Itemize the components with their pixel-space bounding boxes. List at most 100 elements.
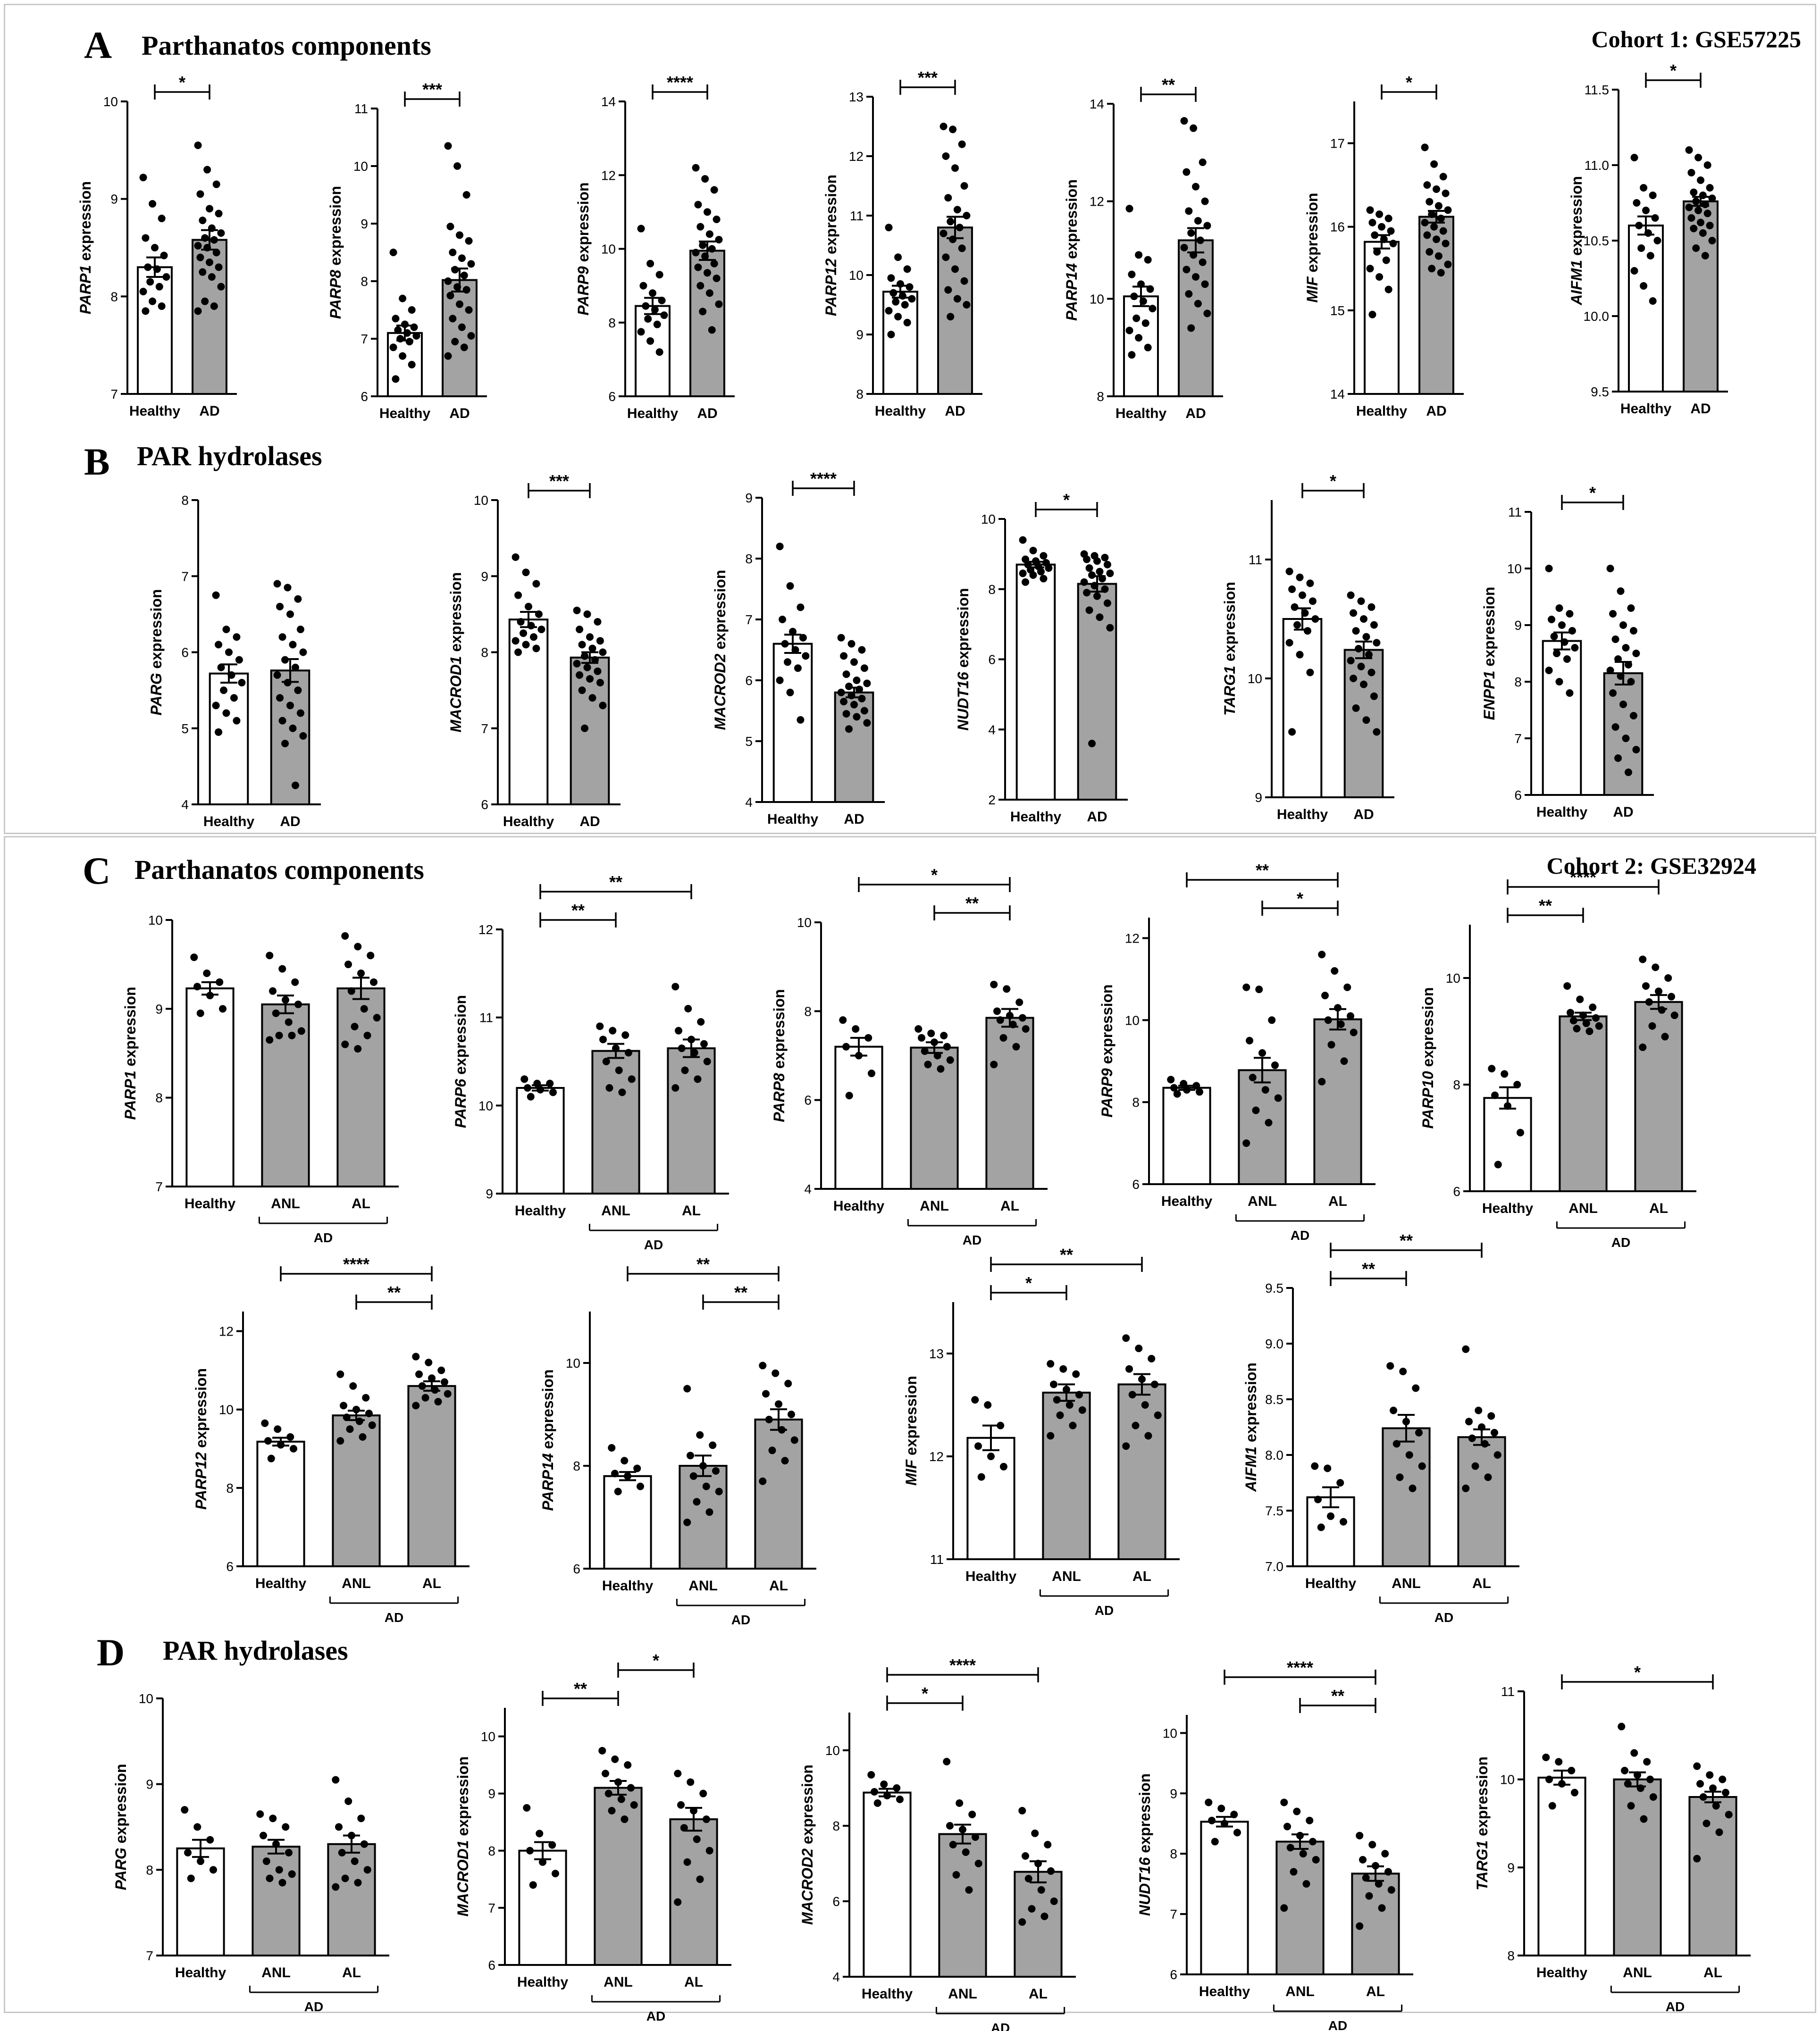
group-label: AD	[1434, 1610, 1453, 1625]
data-point	[1296, 651, 1304, 659]
data-point	[1045, 564, 1053, 572]
data-point	[649, 289, 656, 297]
ylabel-suffix: expression	[77, 181, 94, 265]
data-point	[1415, 1429, 1423, 1437]
data-point	[768, 1446, 776, 1454]
data-point	[1288, 585, 1296, 593]
gene-name: PARP14	[1063, 263, 1080, 321]
y-tick-label: 10	[797, 915, 812, 930]
group-label: AD	[644, 1237, 663, 1252]
data-point	[858, 694, 866, 702]
data-point	[1595, 1022, 1603, 1030]
data-point	[1072, 1370, 1080, 1378]
data-point	[1592, 1014, 1600, 1022]
data-point	[1651, 214, 1659, 222]
data-point	[446, 223, 454, 231]
data-point	[693, 1835, 701, 1843]
y-tick-label: 8	[146, 1863, 153, 1877]
data-point	[336, 1437, 344, 1445]
data-point	[453, 283, 461, 291]
data-point	[1614, 655, 1622, 663]
y-axis-label: PARP1 expression	[122, 986, 139, 1120]
data-point	[1088, 571, 1096, 579]
y-tick-label: 6	[226, 1559, 234, 1574]
data-point	[1085, 564, 1093, 572]
group-label: AD	[1095, 1603, 1114, 1618]
data-point	[1324, 1464, 1332, 1472]
category-label: AD	[1613, 804, 1633, 820]
data-point	[1037, 1886, 1045, 1894]
gene-name: MACROD2	[799, 1848, 816, 1925]
data-point	[1246, 1036, 1254, 1045]
data-point	[786, 688, 794, 696]
data-point	[142, 234, 150, 242]
data-point	[1637, 244, 1645, 252]
data-point	[532, 644, 540, 652]
data-point	[1481, 1440, 1489, 1448]
data-point	[1031, 1830, 1039, 1837]
data-point	[1208, 1816, 1216, 1824]
y-tick-label: 6	[832, 1894, 840, 1909]
panel-frame-ab	[4, 4, 1816, 834]
y-axis-label: PARP1 expression	[77, 181, 94, 314]
data-point	[408, 306, 416, 314]
y-tick-label: 9	[361, 217, 368, 231]
y-tick-label: 9	[486, 1187, 493, 1201]
data-point	[1373, 248, 1381, 256]
data-point	[434, 1398, 442, 1406]
data-point	[762, 1390, 770, 1398]
bar-anl	[1238, 1069, 1287, 1185]
data-point	[1513, 1081, 1521, 1088]
chart-c-parp1: 7 8 9 10 PARP1 expression Healthy ANL AL AD	[122, 913, 399, 1245]
data-point	[1652, 963, 1660, 971]
data-point	[354, 943, 362, 951]
y-tick-label: 12	[929, 1449, 944, 1464]
data-point	[993, 1007, 1001, 1015]
data-point	[960, 277, 968, 285]
data-point	[1303, 627, 1311, 635]
data-point	[262, 1857, 270, 1865]
data-point	[1367, 669, 1375, 677]
bar-al	[667, 1047, 716, 1195]
data-point	[1501, 1070, 1509, 1078]
data-point	[230, 694, 238, 702]
data-point	[1468, 1434, 1476, 1442]
data-point	[194, 307, 202, 315]
data-point	[860, 707, 868, 715]
category-label: Healthy	[1356, 403, 1408, 419]
data-point	[1306, 1816, 1314, 1824]
data-point	[1661, 1033, 1669, 1041]
data-point	[1006, 1011, 1014, 1020]
data-point	[256, 1810, 264, 1818]
y-tick-label: 8	[481, 645, 488, 660]
data-point	[1372, 1862, 1379, 1870]
data-point	[794, 664, 802, 672]
data-point	[943, 1043, 951, 1051]
category-label: Healthy	[1620, 401, 1672, 417]
gene-name: NUDT16	[955, 672, 972, 731]
data-point	[1633, 199, 1641, 207]
data-point	[1274, 1094, 1282, 1102]
group-label: AD	[304, 1999, 323, 2014]
data-point	[428, 1374, 436, 1382]
y-tick-label: 8	[181, 493, 189, 508]
data-point	[999, 1463, 1007, 1471]
data-point	[867, 1771, 875, 1779]
y-tick-label: 9.5	[1265, 1281, 1283, 1295]
bar-ad	[1343, 649, 1384, 798]
data-point	[1642, 207, 1650, 214]
data-point	[1053, 1396, 1061, 1404]
data-point	[1299, 591, 1306, 599]
data-point	[1144, 256, 1152, 264]
y-axis-label: PARG expression	[148, 589, 165, 716]
data-point	[1708, 237, 1716, 244]
data-point	[1687, 214, 1695, 222]
data-point	[206, 1836, 214, 1844]
category-label: ANL	[342, 1576, 371, 1591]
data-point	[696, 223, 705, 231]
data-point	[885, 307, 893, 315]
data-point	[1418, 1462, 1426, 1470]
gene-name: AIFM1	[1568, 260, 1585, 306]
